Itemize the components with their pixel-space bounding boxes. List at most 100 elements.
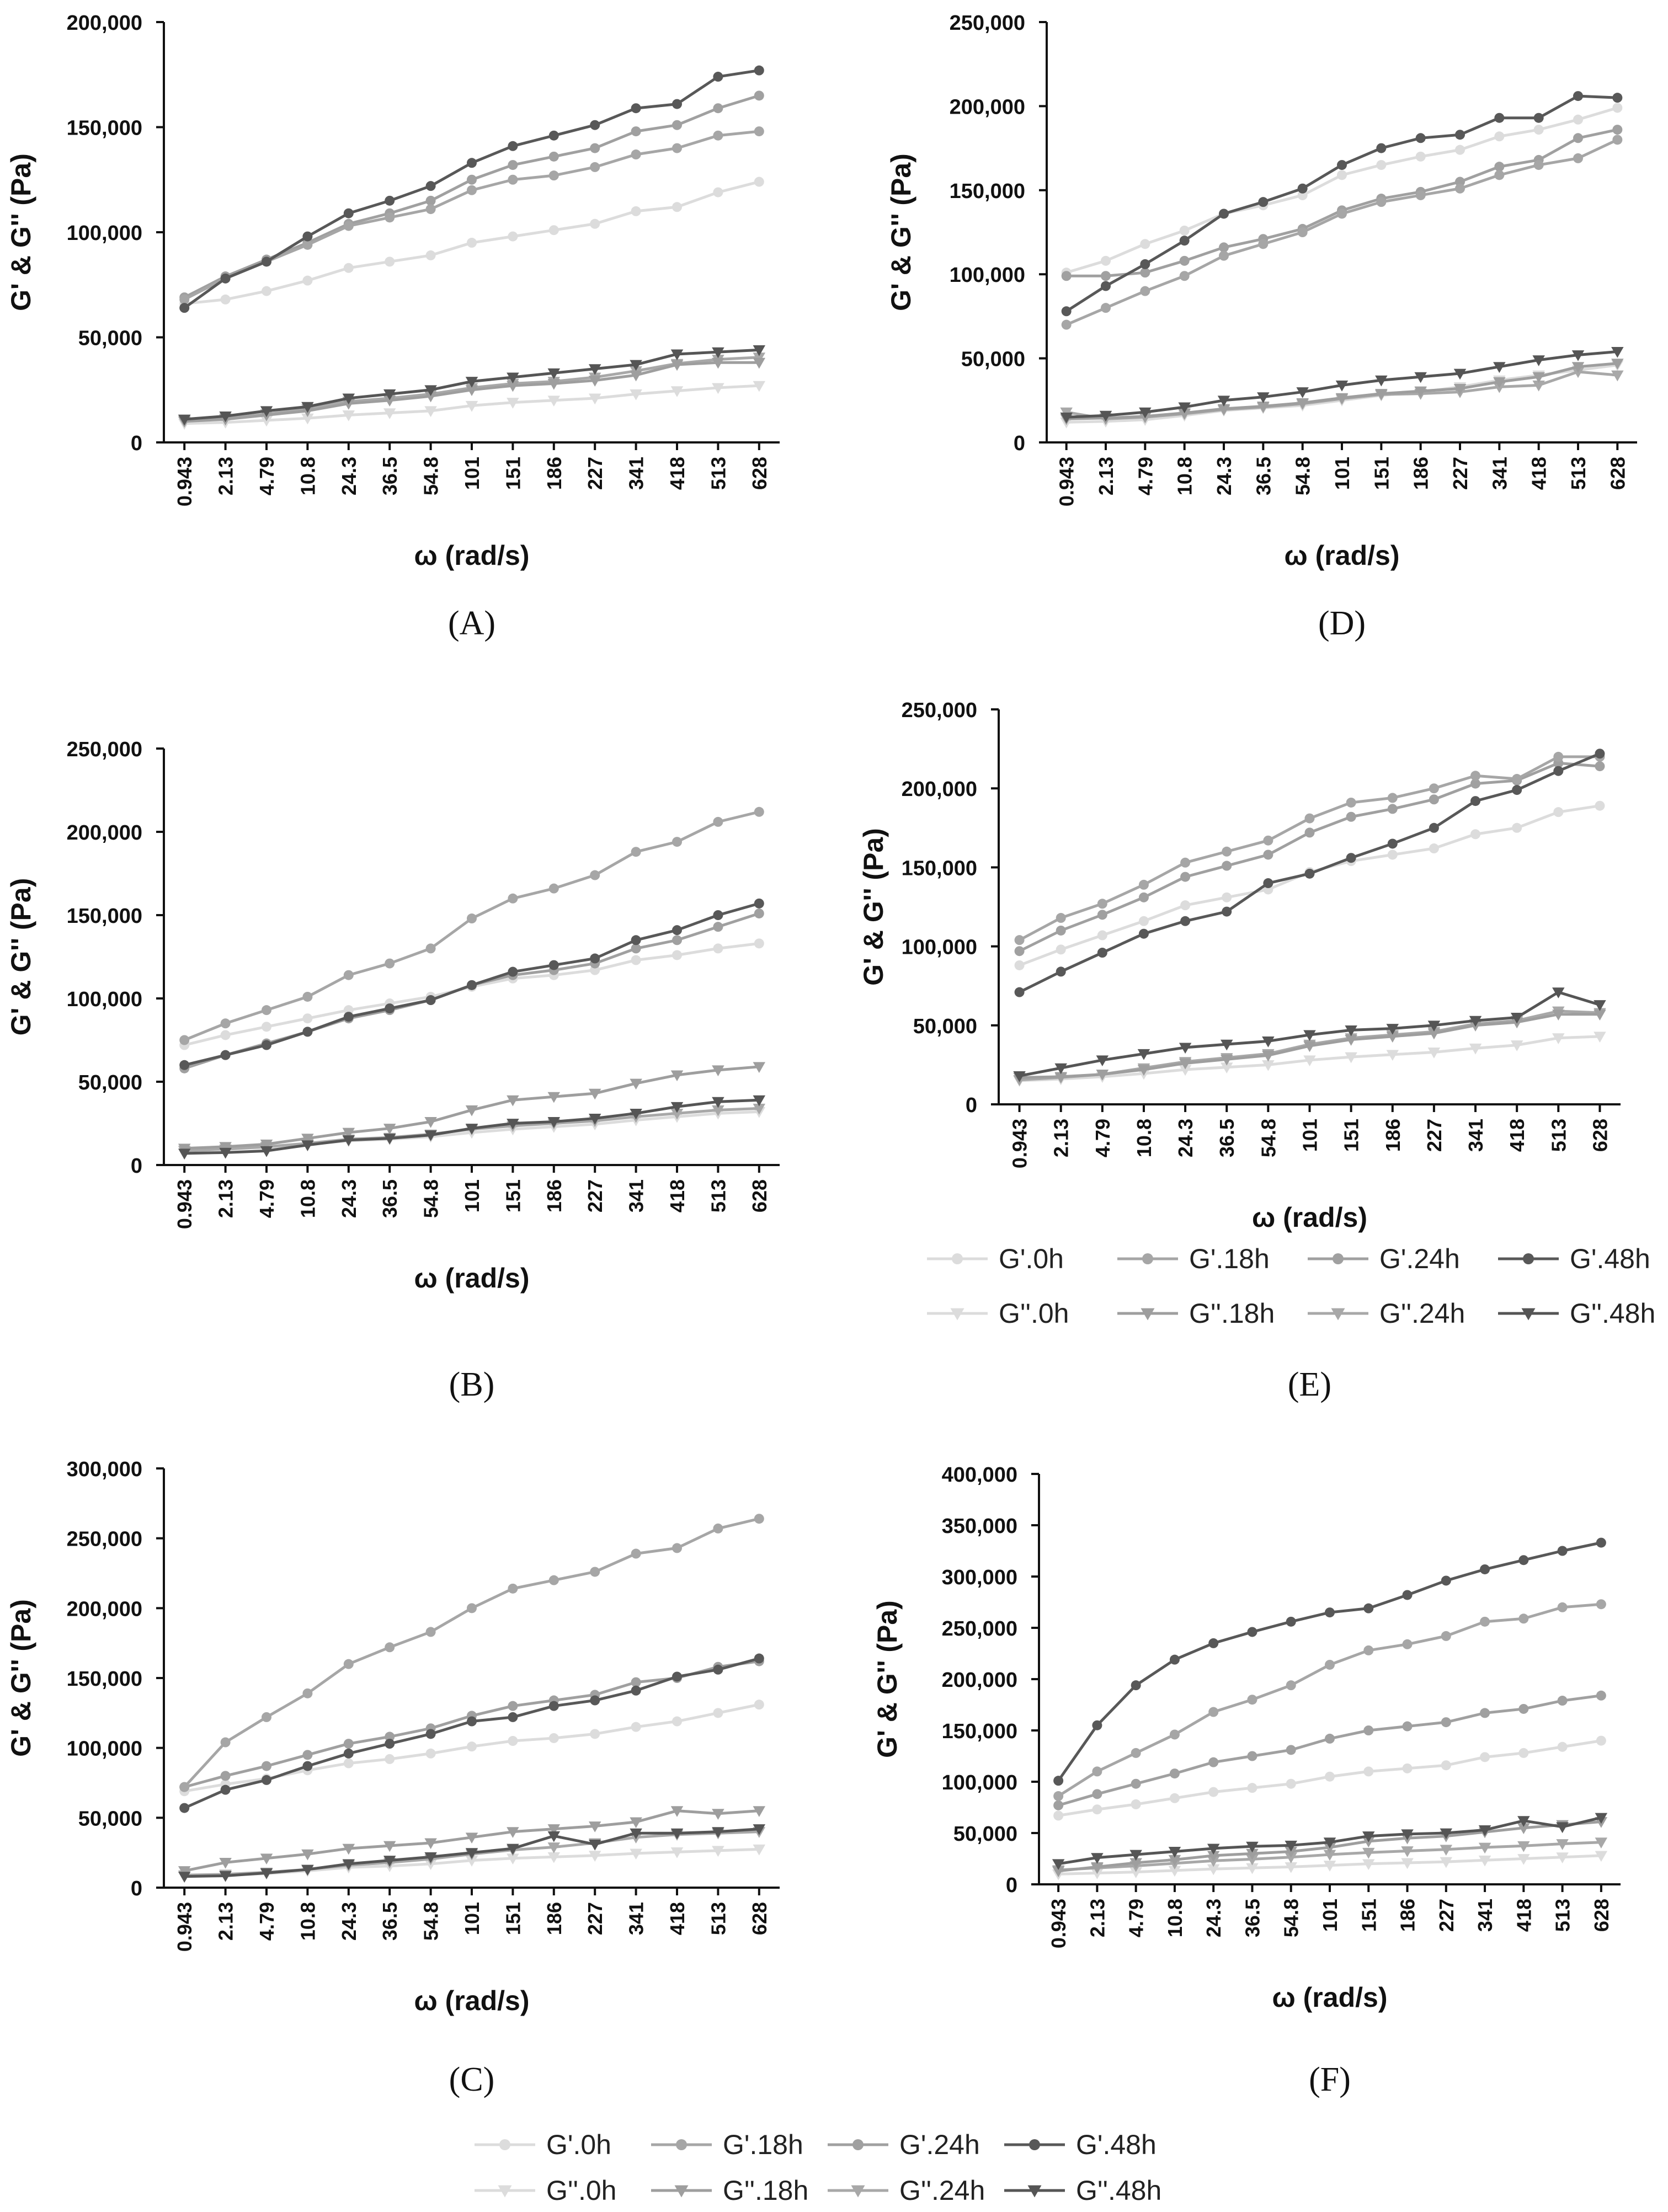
x-axis-title-f: ω (rad/s) [1272,1982,1388,2013]
data-point [1533,113,1544,123]
data-point [1220,1062,1233,1073]
data-point [1518,1703,1529,1714]
data-point [1247,1751,1257,1761]
y-tick-label: 200,000 [902,778,977,801]
data-point [1596,1735,1606,1746]
data-point [425,195,436,206]
data-point [262,1022,271,1032]
data-point [754,1700,764,1710]
data-point [1139,407,1152,419]
data-point [631,206,641,216]
data-point [548,883,559,894]
data-point [672,1543,682,1553]
data-point [301,1864,314,1876]
data-point [588,1851,601,1862]
data-point [1303,1055,1316,1067]
data-point [1054,1072,1067,1083]
data-point [507,1853,519,1865]
series-gp-24h [1053,1690,1606,1810]
data-point [672,950,682,960]
data-point [219,1871,232,1882]
legend-item: G'.0h [927,1243,1064,1274]
x-tick-label: 186 [1397,1899,1419,1932]
x-tick-label: 36.5 [1216,1119,1238,1157]
data-point [1387,849,1398,860]
panel-caption-a: (A) [448,605,495,642]
x-tick-label: 513 [707,1902,729,1935]
data-point [1427,1028,1441,1040]
data-point [425,204,436,215]
data-point [178,1866,191,1877]
legend-item: G''.48h [1004,2175,1161,2206]
series-gp-18h [1014,751,1605,945]
data-point [465,1856,478,1867]
x-tick-label: 4.79 [1125,1899,1148,1937]
series-gp-0h [1061,103,1623,278]
chart-panel-c: 0 50,000 100,000 150,000 200,000 250,000 300,0… [6,1458,780,2098]
data-point [1362,1847,1375,1859]
x-tick-label: 36.5 [1252,457,1275,495]
legend-label: G'.18h [1189,1243,1270,1274]
data-point [467,185,477,195]
panel-caption-e: (E) [1288,1366,1331,1403]
data-point [507,398,519,409]
data-point [1096,1070,1109,1081]
data-point [1179,1059,1192,1070]
data-point [1533,125,1544,135]
data-point [467,1716,477,1727]
y-tick-label: 50,000 [953,1823,1017,1846]
data-point [1429,794,1439,805]
data-point [1222,861,1232,871]
data-point [753,381,766,392]
data-point [1594,1000,1606,1011]
x-tick-label: 54.8 [1280,1899,1303,1937]
y-tick-label: 0 [1006,1874,1017,1897]
data-point [1478,1855,1491,1867]
data-point [1246,1848,1259,1860]
y-tick-label: 150,000 [67,1668,142,1691]
data-point [590,143,600,153]
x-tick-label: 10.8 [296,1902,319,1941]
x-tick-label: 2.13 [1095,457,1117,495]
data-point [1285,1862,1297,1873]
x-tick-label: 628 [1590,1899,1613,1932]
x-tick-label: 10.8 [296,1179,319,1218]
data-point [507,1827,519,1838]
data-point [1129,1850,1142,1861]
data-point [508,141,518,151]
legend-label: G''.24h [1379,1298,1465,1329]
data-point [713,816,723,827]
data-point [507,1095,519,1107]
data-point [1286,1745,1296,1755]
data-point [1518,1748,1529,1758]
x-axis-title-b: ω (rad/s) [414,1263,530,1294]
data-point [713,72,723,82]
data-point [1440,1857,1453,1868]
x-tick-label: 341 [625,1902,648,1935]
series-gp-48h [1053,1537,1606,1786]
data-point [1556,1839,1569,1850]
data-point [1470,796,1481,806]
data-point [1286,1680,1296,1691]
chart-panel-a: 0 50,000 100,000 150,000 200,000 0.943 2.13 4.7… [6,12,780,642]
data-point [1335,380,1349,392]
y-tick-label: 100,000 [902,936,977,959]
data-point [1363,1603,1374,1613]
x-tick-label: 2.13 [1050,1119,1073,1157]
y-tick-label: 150,000 [902,857,977,880]
data-point [1493,377,1506,388]
data-point [1611,359,1624,370]
data-point [713,922,723,932]
data-point [262,1761,271,1771]
data-point [1056,966,1066,977]
data-point [219,1147,232,1159]
legend-item: G'.24h [1308,1243,1460,1274]
data-point [220,1018,231,1029]
data-point [1532,355,1545,366]
data-point [713,943,723,954]
data-point [1595,761,1605,772]
data-point [630,1817,642,1829]
data-point [219,411,232,423]
data-point [508,893,518,904]
